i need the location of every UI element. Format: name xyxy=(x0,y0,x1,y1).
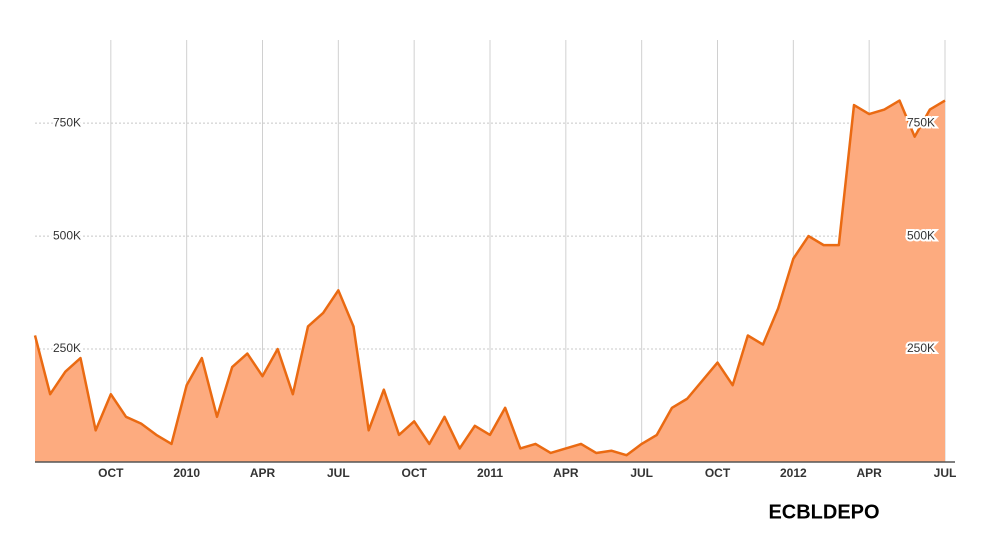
x-tick-label: OCT xyxy=(705,466,731,480)
area xyxy=(35,100,945,463)
x-tick-label: APR xyxy=(250,466,276,480)
line xyxy=(33,99,946,457)
y-tick-label: 500K xyxy=(53,228,81,242)
y-tick-label-right: 750K xyxy=(907,115,935,129)
x-tick-label: JUL xyxy=(934,466,957,480)
chart-title: ECBLDEPO xyxy=(768,501,879,523)
y-tick-label: 750K xyxy=(53,115,81,129)
x-tick-label: OCT xyxy=(401,466,427,480)
x-tick-label: 2012 xyxy=(780,466,807,480)
x-tick-label: JUL xyxy=(630,466,653,480)
x-tick-label: APR xyxy=(856,466,882,480)
x-tick-label: 2010 xyxy=(173,466,200,480)
x-tick-label: 2011 xyxy=(477,466,503,480)
x-tick-label: JUL xyxy=(327,466,350,480)
y-tick-label: 250K xyxy=(53,341,81,355)
y-tick-label-right: 250K xyxy=(907,341,935,355)
x-tick-label: OCT xyxy=(98,466,124,480)
y-tick-label-right: 500K xyxy=(907,228,935,242)
x-tick-label: APR xyxy=(553,466,579,480)
